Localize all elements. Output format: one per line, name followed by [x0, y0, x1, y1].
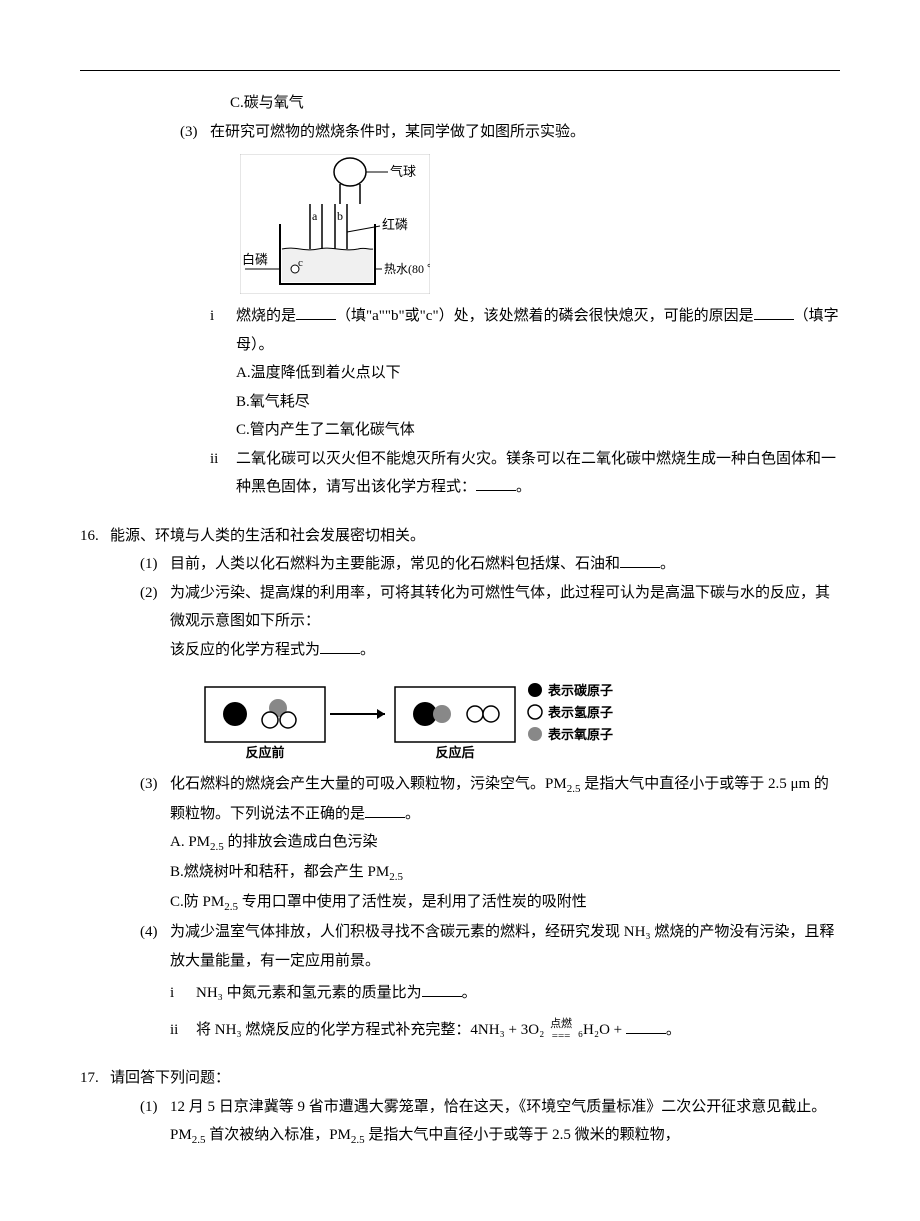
- q16-p2-text1: 为减少污染、提高煤的利用率，可将其转化为可燃性气体，此过程可认为是高温下碳与水的…: [170, 579, 840, 636]
- water-label: 热水(80 ℃): [384, 262, 430, 276]
- opt-b: B.燃烧树叶和秸秆，都会产生 PM2.5: [170, 858, 840, 888]
- q16-i-num: i: [170, 979, 196, 1008]
- q16-p4-i: i NH₃ 中氮元素和氢元素的质量比为。: [170, 979, 840, 1008]
- combustion-diagram: 气球 a b c 红磷 白磷: [240, 154, 840, 294]
- blank: [620, 552, 660, 568]
- opt-c: C.管内产生了二氧化碳气体: [236, 416, 840, 445]
- q17-num: 17.: [80, 1064, 110, 1151]
- legend-o: 表示氧原子: [547, 727, 613, 742]
- opt-c: C.防 PM2.5 专用口罩中使用了活性炭，是利用了活性炭的吸附性: [170, 888, 840, 918]
- after-label: 反应后: [435, 745, 474, 760]
- q16-p4: (4) 为减少温室气体排放，人们积极寻找不含碳元素的燃料，经研究发现 NH₃ 燃…: [140, 918, 840, 1044]
- q17-p1-text: 12 月 5 日京津冀等 9 省市遭遇大雾笼罩，恰在这天，《环境空气质量标准》二…: [170, 1093, 840, 1151]
- q16-p3-text: 化石燃料的燃烧会产生大量的可吸入颗粒物，污染空气。PM2.5 是指大气中直径小于…: [170, 770, 840, 828]
- balloon-label: 气球: [390, 164, 416, 179]
- q15-part3: (3) 在研究可燃物的燃烧条件时，某同学做了如图所示实验。 气球 a: [180, 118, 840, 502]
- blank: [626, 1018, 666, 1034]
- blank: [320, 638, 360, 654]
- q16-p4-num: (4): [140, 918, 170, 1044]
- q16-p1: (1) 目前，人类以化石燃料为主要能源，常见的化石燃料包括煤、石油和。: [140, 550, 840, 579]
- header-rule: [80, 70, 840, 71]
- svg-text:c: c: [298, 257, 303, 269]
- svg-text:b: b: [337, 209, 343, 223]
- q17-p1-num: (1): [140, 1093, 170, 1151]
- before-label: 反应前: [245, 745, 284, 760]
- legend-h: 表示氢原子: [547, 705, 613, 720]
- red-p-label: 红磷: [382, 217, 408, 232]
- white-p-label: 白磷: [242, 252, 268, 267]
- q17-title: 请回答下列问题：: [110, 1064, 840, 1093]
- q16-num: 16.: [80, 522, 110, 1045]
- q15-i-content: 燃烧的是（填"a""b"或"c"）处，该处燃着的磷会很快熄灭，可能的原因是（填字…: [236, 302, 840, 445]
- opt-b: B.氧气耗尽: [236, 388, 840, 417]
- blank: [422, 981, 462, 997]
- blank: [476, 475, 516, 491]
- reaction-condition: 点燃===: [550, 1018, 572, 1042]
- svg-text:a: a: [312, 209, 318, 223]
- q15-i-num: i: [210, 302, 236, 445]
- legend-c: 表示碳原子: [547, 683, 613, 698]
- q16-p4-text: 为减少温室气体排放，人们积极寻找不含碳元素的燃料，经研究发现 NH₃ 燃烧的产物…: [170, 918, 840, 975]
- q15-ii-content: 二氧化碳可以灭火但不能熄灭所有火灾。镁条可以在二氧化碳中燃烧生成一种白色固体和一…: [236, 445, 840, 502]
- q16-p2-text2: 该反应的化学方程式为。: [170, 636, 840, 665]
- q15-p3-i: i 燃烧的是（填"a""b"或"c"）处，该处燃着的磷会很快熄灭，可能的原因是（…: [210, 302, 840, 445]
- q16-p1-num: (1): [140, 550, 170, 579]
- q16-ii-num: ii: [170, 1016, 196, 1045]
- q16-ii-content: 将 NH₃ 燃烧反应的化学方程式补充完整：4NH₃ + 3O₂ 点燃=== ₆H…: [196, 1016, 840, 1045]
- q16-p3-num: (3): [140, 770, 170, 918]
- q15-p3-text: 在研究可燃物的燃烧条件时，某同学做了如图所示实验。: [210, 118, 840, 147]
- q16-p3: (3) 化石燃料的燃烧会产生大量的可吸入颗粒物，污染空气。PM2.5 是指大气中…: [140, 770, 840, 918]
- opt-a: A. PM2.5 的排放会造成白色污染: [170, 828, 840, 858]
- reaction-diagram: 反应前 反应后 表示碳原子: [200, 672, 840, 762]
- blank: [296, 304, 336, 320]
- q16-p1-text: 目前，人类以化石燃料为主要能源，常见的化石燃料包括煤、石油和。: [170, 550, 840, 579]
- q17: 17. 请回答下列问题： (1) 12 月 5 日京津冀等 9 省市遭遇大雾笼罩…: [80, 1064, 840, 1151]
- q16: 16. 能源、环境与人类的生活和社会发展密切相关。 (1) 目前，人类以化石燃料…: [80, 522, 840, 1045]
- q15-ii-num: ii: [210, 445, 236, 502]
- q16-title: 能源、环境与人类的生活和社会发展密切相关。: [110, 522, 840, 551]
- blank: [365, 802, 405, 818]
- q15-option-c: C.碳与氧气: [230, 89, 840, 118]
- blank: [754, 304, 794, 320]
- q15-p3-num: (3): [180, 118, 210, 502]
- opt-a: A.温度降低到着火点以下: [236, 359, 840, 388]
- q16-p2: (2) 为减少污染、提高煤的利用率，可将其转化为可燃性气体，此过程可认为是高温下…: [140, 579, 840, 771]
- q16-i-content: NH₃ 中氮元素和氢元素的质量比为。: [196, 979, 840, 1008]
- q16-p4-ii: ii 将 NH₃ 燃烧反应的化学方程式补充完整：4NH₃ + 3O₂ 点燃===…: [170, 1016, 840, 1045]
- q16-p2-num: (2): [140, 579, 170, 771]
- q15-p3-ii: ii 二氧化碳可以灭火但不能熄灭所有火灾。镁条可以在二氧化碳中燃烧生成一种白色固…: [210, 445, 840, 502]
- q17-p1: (1) 12 月 5 日京津冀等 9 省市遭遇大雾笼罩，恰在这天，《环境空气质量…: [140, 1093, 840, 1151]
